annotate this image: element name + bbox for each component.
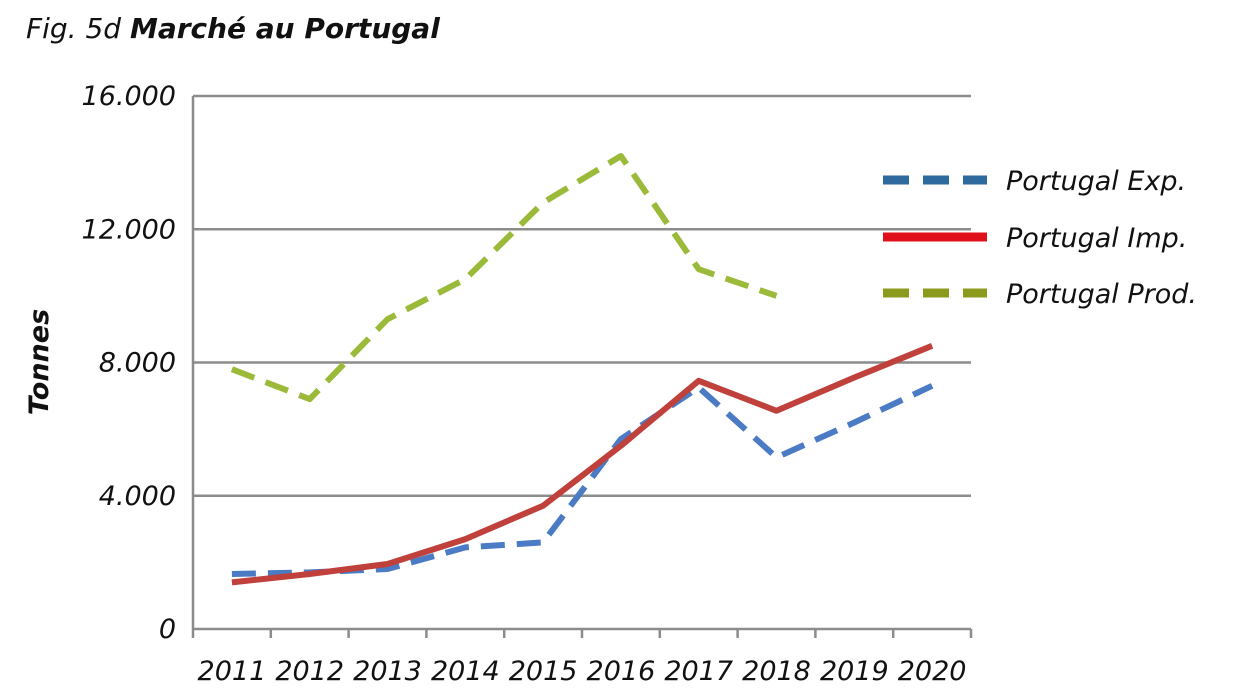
legend: Portugal Exp. Portugal Imp. Portugal Prod. [883, 166, 1197, 310]
legend-label-0: Portugal Exp. [1006, 166, 1186, 197]
y-tick-label-12000: 12.000 [82, 214, 176, 245]
series-line-2 [230, 153, 778, 403]
y-tick-label-16000: 16.000 [82, 81, 176, 112]
x-tick-label-2017: 2017 [664, 656, 733, 687]
x-tick-label-2016: 2016 [587, 656, 656, 687]
x-tick-labels: 2011 2012 2013 2014 2015 2016 2017 2018 2019 2020 [198, 656, 967, 687]
series-line-0 [231, 383, 934, 577]
x-tick-label-2012: 2012 [275, 656, 344, 687]
x-tick-label-2015: 2015 [509, 656, 578, 687]
figure-title-text: Marché au Portugal [129, 12, 440, 45]
x-tick-label-2014: 2014 [431, 656, 500, 687]
gridlines [193, 94, 971, 497]
y-axis-label: Tonnes [24, 309, 55, 415]
y-tick-labels: 0 4.000 8.000 12.000 16.000 [82, 81, 176, 645]
x-tick-label-2018: 2018 [742, 656, 811, 687]
legend-label-2: Portugal Prod. [1006, 279, 1197, 310]
series-line-1 [231, 343, 934, 586]
series-lines [230, 153, 934, 586]
x-tick-label-2020: 2020 [898, 656, 967, 687]
y-tick-label-0: 0 [159, 614, 176, 645]
axes [191, 96, 973, 638]
legend-label-1: Portugal Imp. [1006, 223, 1187, 254]
x-tick-label-2019: 2019 [820, 656, 889, 687]
x-tick-label-2013: 2013 [353, 656, 422, 687]
chart-title: Fig. 5d Marché au Portugal [26, 12, 440, 45]
y-tick-label-4000: 4.000 [99, 481, 176, 512]
y-tick-label-8000: 8.000 [99, 348, 176, 379]
figure-number: Fig. 5d [26, 12, 122, 45]
x-tick-label-2011: 2011 [198, 656, 267, 687]
